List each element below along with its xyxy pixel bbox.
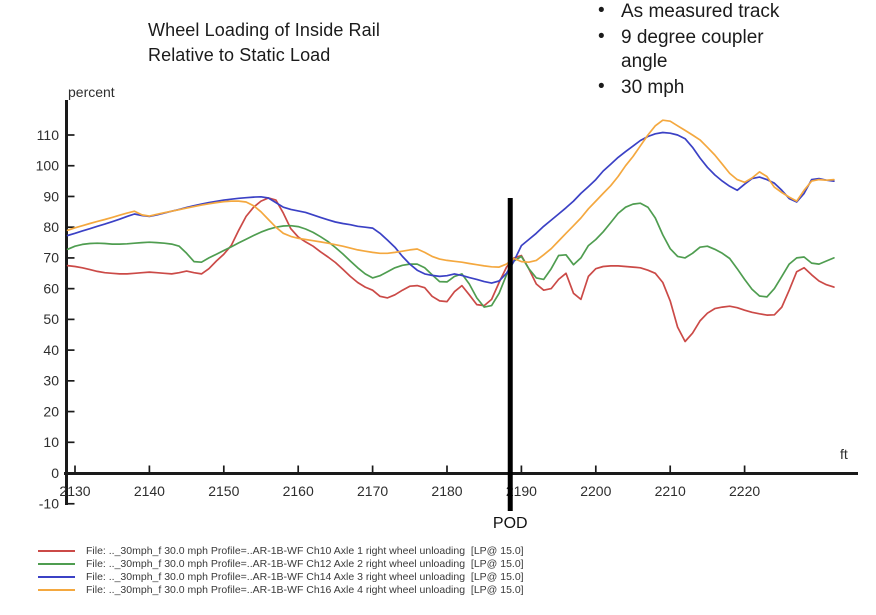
chart-title-line-1: Wheel Loading of Inside Rail (148, 20, 380, 40)
legend-label: File: .._30mph_f 30.0 mph Profile=..AR-1… (86, 584, 524, 597)
x-tick-label: 2200 (580, 483, 611, 499)
series-line-3 (66, 131, 835, 284)
chart-title: Wheel Loading of Inside Rail Relative to… (148, 18, 380, 68)
y-tick-label: 10 (43, 434, 59, 450)
x-axis-unit-label: ft (840, 446, 848, 462)
y-tick-label: 0 (51, 465, 59, 481)
series-lines (66, 119, 835, 343)
pod-marker: POD (493, 198, 528, 532)
series-line-1 (66, 197, 835, 343)
legend-item-2: File: .._30mph_f 30.0 mph Profile=..AR-1… (38, 557, 524, 570)
legend-label: File: .._30mph_f 30.0 mph Profile=..AR-1… (86, 570, 524, 583)
x-tick-label: 2220 (729, 483, 760, 499)
y-tick-label: 20 (43, 403, 59, 419)
notes-list: As measured track 9 degree coupler angle… (595, 0, 807, 102)
x-tick-label: 2180 (431, 483, 462, 499)
legend-line-swatch-icon (38, 549, 75, 552)
y-tick-label: -10 (39, 496, 59, 512)
x-tick-label: 2140 (134, 483, 165, 499)
x-tick-label: 2130 (59, 483, 90, 499)
y-tick-label: 60 (43, 280, 59, 296)
y-tick-label: 90 (43, 188, 59, 204)
legend-line-swatch-icon (38, 575, 75, 578)
legend-item-4: File: .._30mph_f 30.0 mph Profile=..AR-1… (38, 584, 524, 597)
series-line-4 (66, 119, 835, 268)
note-item-track: As measured track (595, 0, 807, 25)
legend-label: File: .._30mph_f 30.0 mph Profile=..AR-1… (86, 557, 524, 570)
y-tick-label: 80 (43, 219, 59, 235)
x-tick-label: 2150 (208, 483, 239, 499)
legend-line-swatch-icon (38, 562, 75, 565)
y-tick-label: 110 (37, 127, 60, 143)
axes: -10 0 10 20 30 40 50 60 70 80 90 100 110 2130 2140 2150… (36, 84, 858, 512)
y-tick-label: 30 (43, 373, 59, 389)
y-axis-unit-label: percent (68, 84, 115, 100)
series-line-2 (66, 202, 835, 308)
pod-label: POD (493, 515, 528, 532)
legend-item-3: File: .._30mph_f 30.0 mph Profile=..AR-1… (38, 570, 524, 583)
legend-label: File: .._30mph_f 30.0 mph Profile=..AR-1… (86, 544, 524, 557)
x-tick-label: 2190 (506, 483, 537, 499)
y-tick-label: 100 (36, 158, 60, 174)
legend-item-1: File: .._30mph_f 30.0 mph Profile=..AR-1… (38, 544, 524, 557)
note-item-speed: 30 mph (595, 75, 807, 101)
y-tick-label: 50 (43, 311, 59, 327)
x-tick-label: 2170 (357, 483, 388, 499)
note-item-coupler-angle: 9 degree coupler angle (595, 25, 807, 75)
x-tick-label: 2160 (283, 483, 314, 499)
chart-title-line-2: Relative to Static Load (148, 45, 331, 66)
chart-legend: File: .._30mph_f 30.0 mph Profile=..AR-1… (38, 544, 524, 597)
y-tick-label: 40 (43, 342, 59, 358)
legend-line-swatch-icon (38, 589, 75, 592)
x-tick-label: 2210 (655, 483, 686, 499)
y-tick-label: 70 (43, 250, 59, 266)
